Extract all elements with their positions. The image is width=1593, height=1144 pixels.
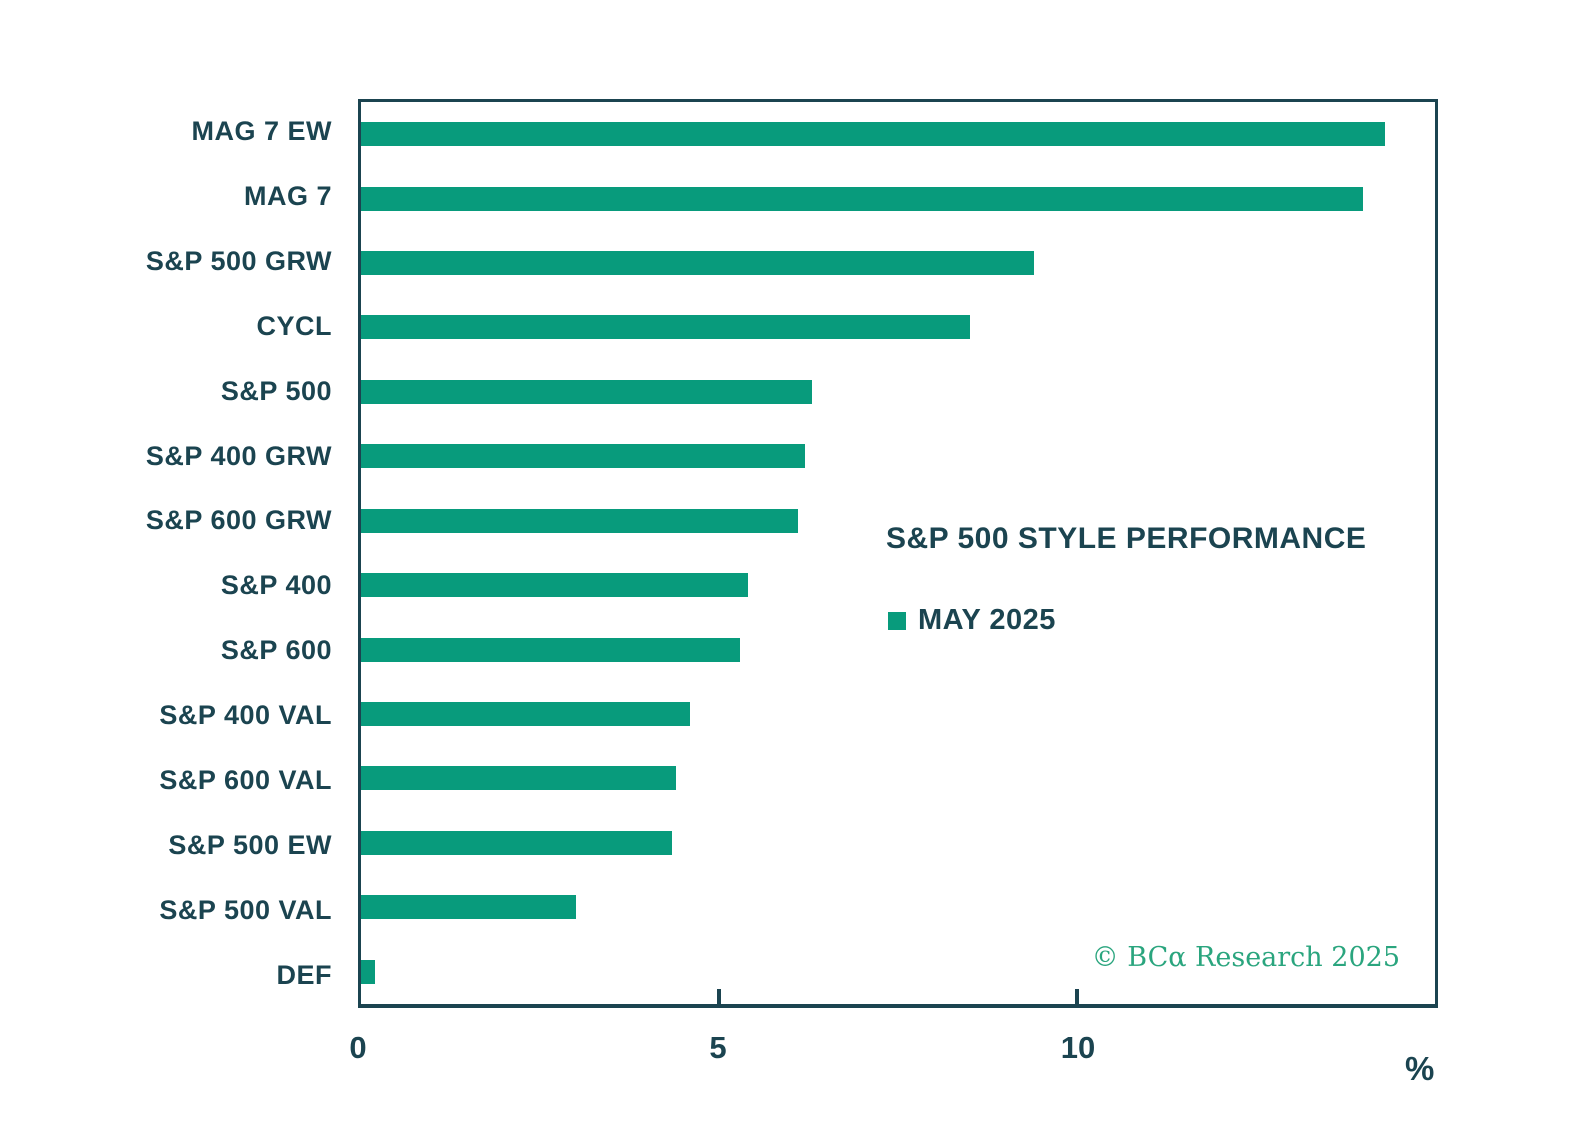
- bar-row: [361, 102, 1435, 166]
- plot-area: [358, 99, 1438, 1008]
- chart-title: S&P 500 STYLE PERFORMANCE: [886, 522, 1367, 555]
- bar: [361, 830, 673, 855]
- bar: [361, 508, 798, 533]
- bar-row: [361, 939, 1435, 1003]
- x-tick-label: 5: [709, 1030, 727, 1065]
- bar-row: [361, 360, 1435, 424]
- x-tick-label: 10: [1060, 1030, 1096, 1065]
- bar-row: [361, 489, 1435, 553]
- x-tick-label: 0: [349, 1030, 367, 1065]
- bar-row: [361, 166, 1435, 230]
- category-label: MAG 7: [243, 180, 332, 211]
- category-axis: MAG 7 EW MAG 7 S&P 500 GRW CYCL S&P 500 S&P 4…: [0, 99, 332, 1008]
- bar-row: [361, 746, 1435, 810]
- legend-swatch-icon: [888, 611, 906, 630]
- category-label: S&P 600 VAL: [159, 765, 332, 796]
- bar-row: [361, 553, 1435, 617]
- category-label: CYCL: [256, 310, 332, 341]
- category-label: S&P 400 VAL: [159, 700, 332, 731]
- x-axis-unit-label: %: [1405, 1050, 1435, 1087]
- bar: [361, 315, 970, 340]
- bars-layer: [361, 102, 1435, 1004]
- x-tick-mark: [717, 989, 721, 1004]
- bar: [361, 251, 1035, 276]
- bar: [361, 637, 741, 662]
- bar: [361, 122, 1385, 147]
- category-label: S&P 400: [220, 570, 332, 601]
- category-label: S&P 600: [220, 635, 332, 666]
- bar-row: [361, 875, 1435, 939]
- bar: [361, 186, 1364, 211]
- bar-row: [361, 811, 1435, 875]
- bar-row: [361, 231, 1435, 295]
- legend-label: MAY 2025: [918, 604, 1056, 636]
- bar: [361, 766, 677, 791]
- x-axis-labels: 0 5 10: [349, 1030, 1438, 1074]
- copyright-notice: © BCα Research 2025: [1091, 942, 1400, 973]
- category-label: S&P 500: [220, 375, 332, 406]
- category-label: S&P 600 GRW: [145, 505, 332, 536]
- bar: [361, 959, 376, 984]
- category-label: DEF: [276, 959, 332, 990]
- x-tick-mark: [1075, 989, 1079, 1004]
- bar: [361, 573, 748, 598]
- bar: [361, 379, 813, 404]
- category-label: S&P 500 GRW: [145, 245, 332, 276]
- bar-row: [361, 424, 1435, 488]
- category-label: S&P 500 VAL: [159, 895, 332, 926]
- category-label: MAG 7 EW: [191, 115, 332, 146]
- legend: MAY 2025: [888, 604, 1056, 637]
- bar: [361, 895, 576, 920]
- bar-row: [361, 617, 1435, 681]
- bar: [361, 702, 691, 726]
- category-label: S&P 500 EW: [168, 830, 332, 861]
- bar-row: [361, 295, 1435, 359]
- bar: [361, 444, 805, 469]
- bar-row: [361, 682, 1435, 746]
- category-label: S&P 400 GRW: [145, 440, 332, 471]
